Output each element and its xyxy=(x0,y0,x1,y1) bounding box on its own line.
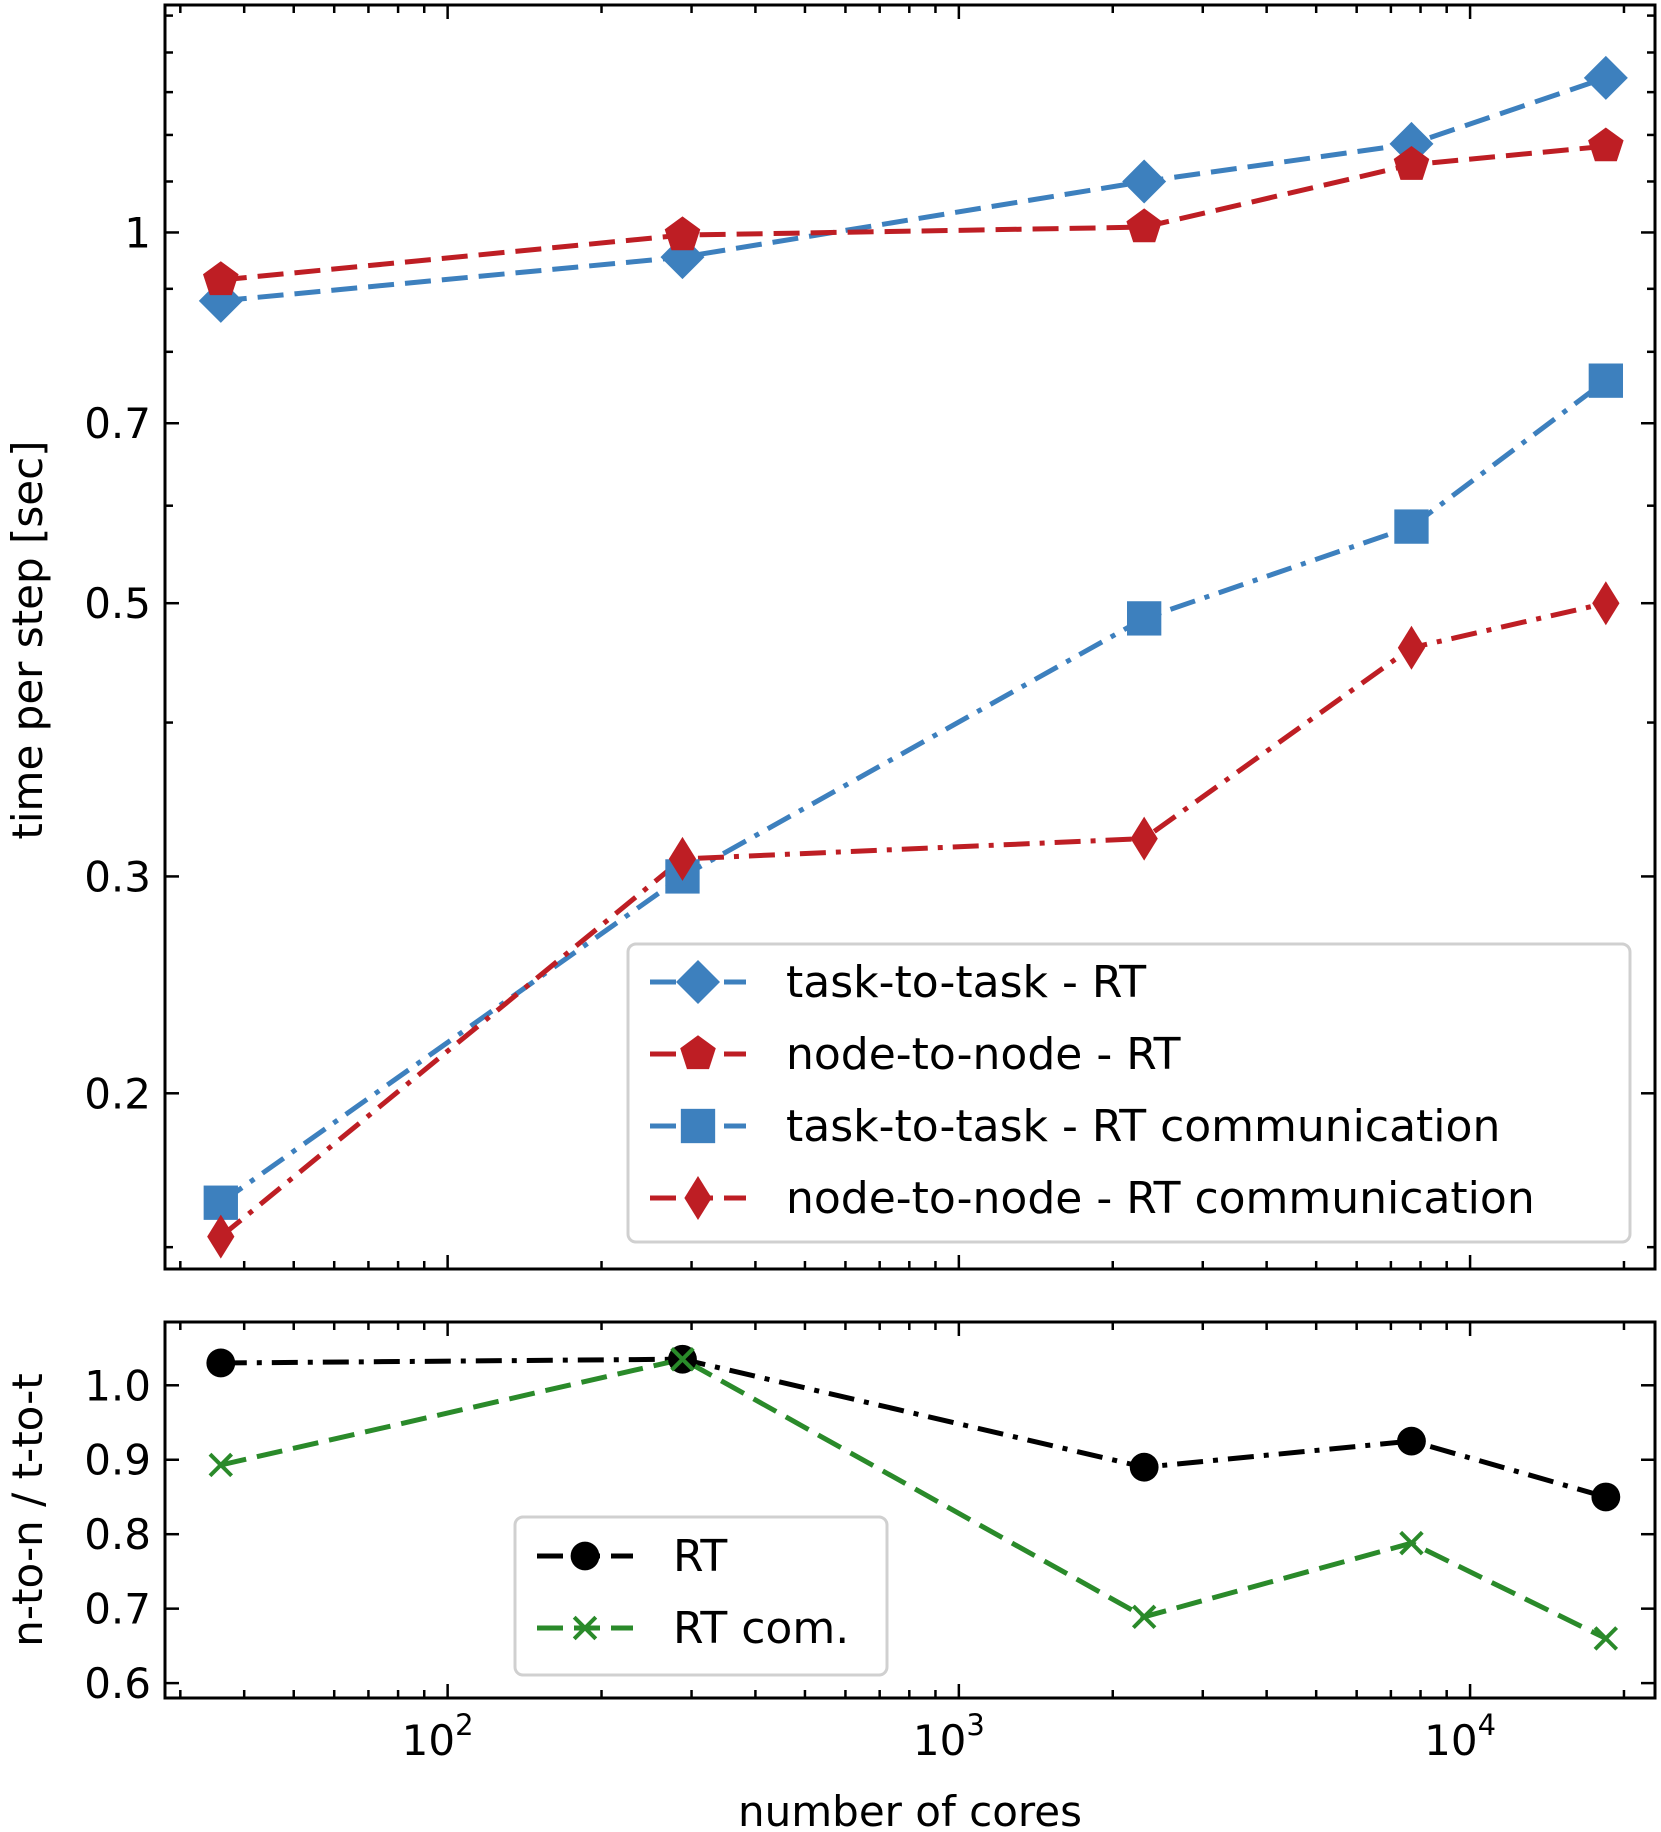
data-point xyxy=(1591,1482,1621,1512)
bottom-panel: 0.6 0.7 0.8 0.9 1.0 102 103 104 n-to-n / t-to-… xyxy=(3,1320,1657,1832)
data-point xyxy=(1593,1626,1619,1651)
data-point xyxy=(1122,159,1167,204)
legend-label: node-to-node - RT xyxy=(786,1029,1181,1080)
top-plot-frame xyxy=(163,3,1657,1271)
top-panel: 0.2 0.3 0.5 0.7 1 time per step [sec] task-t… xyxy=(3,3,1657,1271)
data-point xyxy=(670,1347,695,1372)
data-point xyxy=(1583,55,1628,100)
data-point xyxy=(1393,146,1430,180)
legend-marker xyxy=(570,1541,600,1571)
bottom-y-tick-label: 0.7 xyxy=(84,1585,151,1634)
data-point xyxy=(1130,816,1158,861)
legend-label: node-to-node - RT communication xyxy=(786,1173,1535,1224)
legend-box xyxy=(626,942,1632,1244)
data-point xyxy=(1397,625,1426,670)
data-point xyxy=(207,1214,235,1259)
bottom-y-axis-title: n-to-n / t-to-t xyxy=(3,1373,52,1647)
data-point xyxy=(668,836,697,881)
data-point xyxy=(1397,1426,1426,1456)
legend-label: task-to-task - RT communication xyxy=(786,1101,1500,1152)
data-point xyxy=(1127,601,1162,636)
legend-marker xyxy=(684,1176,712,1220)
data-point xyxy=(206,1348,236,1378)
data-point xyxy=(203,261,239,296)
bottom-legend: RT RT com. xyxy=(513,1515,889,1677)
data-point xyxy=(1394,509,1429,544)
data-point xyxy=(203,1185,238,1220)
legend-marker xyxy=(572,1615,598,1641)
top-y-tick-label: 0.2 xyxy=(84,1069,151,1118)
data-point xyxy=(1131,1604,1157,1630)
data-point xyxy=(1129,1452,1159,1482)
top-y-tick-label: 1 xyxy=(124,208,151,257)
legend-marker xyxy=(680,1108,716,1144)
legend-label: RT com. xyxy=(673,1603,849,1654)
bottom-y-tick-label: 0.9 xyxy=(84,1436,151,1485)
data-point xyxy=(1588,127,1624,162)
top-y-tick-label: 0.5 xyxy=(84,579,151,628)
top-y-axis-title: time per step [sec] xyxy=(3,440,52,839)
bottom-y-tick-label: 0.8 xyxy=(84,1510,151,1559)
top-y-tick-label: 0.7 xyxy=(84,399,151,448)
data-point xyxy=(1592,581,1620,626)
x-tick-label: 102 xyxy=(402,1708,474,1765)
legend-label: task-to-task - RT xyxy=(786,957,1146,1008)
legend-label: RT xyxy=(673,1531,727,1582)
x-tick-label: 104 xyxy=(1424,1708,1496,1765)
data-point xyxy=(1126,208,1162,243)
bottom-y-tick-label: 1.0 xyxy=(84,1361,151,1410)
top-y-tick-label: 0.3 xyxy=(84,852,151,901)
top-legend: task-to-task - RT node-to-node - RT task-t… xyxy=(626,942,1632,1244)
data-point xyxy=(1399,1530,1424,1556)
legend-marker xyxy=(680,1035,716,1070)
bottom-y-tick-label: 0.6 xyxy=(84,1659,151,1708)
data-point xyxy=(664,216,701,251)
legend-marker xyxy=(676,960,720,1004)
data-point xyxy=(208,1452,234,1478)
x-tick-label: 103 xyxy=(913,1708,985,1765)
data-point xyxy=(1588,363,1624,398)
legend-box xyxy=(513,1515,889,1677)
bottom-plot-frame xyxy=(163,1320,1657,1700)
x-axis-title: number of cores xyxy=(738,1787,1082,1832)
